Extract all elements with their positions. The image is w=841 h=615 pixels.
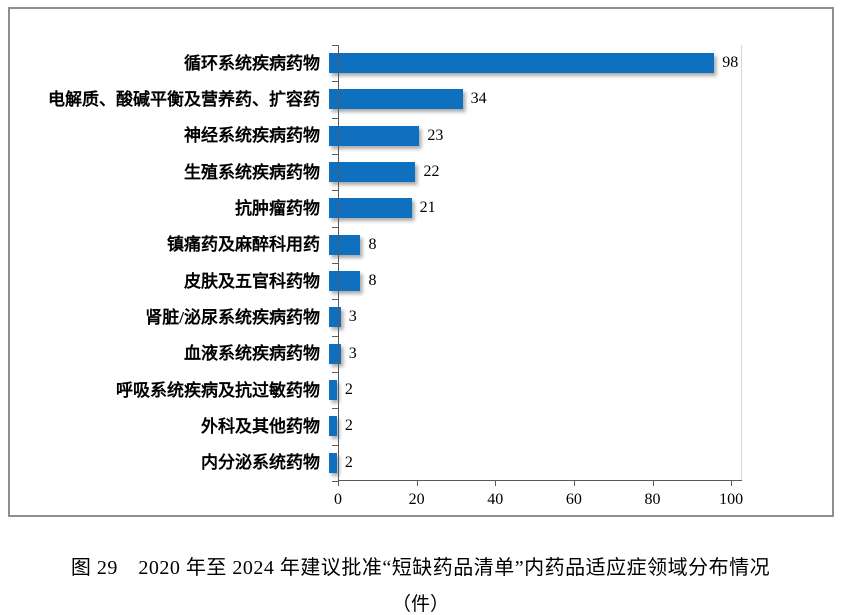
figure-caption-unit: （件） — [391, 594, 449, 615]
bar-value-label: 3 — [348, 344, 357, 362]
category-label: 循环系统疾病药物 — [184, 53, 320, 73]
category-label: 外科及其他药物 — [201, 416, 320, 436]
category-label: 内分泌系统药物 — [201, 453, 320, 473]
bar-track: 2 — [329, 445, 820, 481]
bar — [329, 125, 420, 146]
bar — [329, 307, 341, 328]
bar-value-label: 8 — [368, 272, 377, 290]
category-label: 血液系统疾病药物 — [184, 344, 320, 364]
category-label: 皮肤及五官科药物 — [184, 271, 320, 291]
bar-track: 21 — [329, 190, 820, 226]
y-axis-tick — [332, 335, 339, 337]
chart-row: 生殖系统疾病药物 22 — [10, 154, 820, 190]
bar-track: 2 — [329, 408, 820, 444]
chart-row: 肾脏/泌尿系统疾病药物 3 — [10, 299, 820, 335]
x-axis-tick-label: 20 — [408, 491, 425, 508]
chart-row: 外科及其他药物 2 — [10, 408, 820, 444]
chart-row: 呼吸系统疾病及抗过敏药物 2 — [10, 372, 820, 408]
category-label: 电解质、酸碱平衡及营养药、扩容药 — [48, 89, 320, 109]
bar-value-label: 2 — [344, 381, 353, 399]
bar-track: 8 — [329, 263, 820, 299]
category-label: 镇痛药及麻醉科用药 — [167, 235, 320, 255]
chart-frame: 循环系统疾病药物 98 电解质、酸碱平衡及营养药、扩容药 34 神经系统疾病药物 23 生殖… — [8, 7, 834, 517]
bar — [329, 53, 715, 74]
y-axis-tick — [332, 444, 339, 446]
y-axis-tick — [332, 117, 339, 119]
figure-caption: 图 29 2020 年至 2024 年建议批准“短缺药品清单”内药品适应症领域分… — [70, 557, 771, 579]
bar — [329, 343, 341, 364]
bar-track: 8 — [329, 227, 820, 263]
x-axis-line — [338, 480, 742, 481]
bar-track: 23 — [329, 118, 820, 154]
y-axis-tick — [332, 81, 339, 83]
chart-row: 血液系统疾病药物 3 — [10, 336, 820, 372]
bar — [329, 380, 337, 401]
bar-track: 3 — [329, 299, 820, 335]
y-axis-tick — [332, 299, 339, 301]
bar-value-label: 21 — [419, 199, 436, 217]
x-axis-tick-label: 60 — [565, 491, 582, 508]
category-label: 神经系统疾病药物 — [184, 126, 320, 146]
y-axis-tick — [332, 226, 339, 228]
bar — [329, 89, 463, 110]
bar-track: 2 — [329, 372, 820, 408]
bar-value-label: 2 — [344, 453, 353, 471]
x-axis-tick-label: 0 — [334, 491, 342, 508]
chart-row: 抗肿瘤药物 21 — [10, 190, 820, 226]
bar-value-label: 23 — [427, 126, 444, 144]
bar-value-label: 3 — [348, 308, 357, 326]
x-axis-tick-label: 40 — [487, 491, 504, 508]
bar — [329, 271, 361, 292]
chart-row: 皮肤及五官科药物 8 — [10, 263, 820, 299]
y-axis-tick — [332, 45, 339, 46]
bar — [329, 452, 337, 473]
category-label: 呼吸系统疾病及抗过敏药物 — [116, 380, 320, 400]
x-axis-tick — [573, 481, 575, 486]
x-axis-tick — [416, 481, 418, 486]
bar-track: 3 — [329, 336, 820, 372]
chart-row: 循环系统疾病药物 98 — [10, 45, 820, 81]
bar-value-label: 22 — [423, 163, 440, 181]
x-axis-tick — [731, 481, 733, 486]
bar — [329, 198, 412, 219]
bar-track: 98 — [329, 45, 820, 81]
bar — [329, 416, 337, 437]
chart-row: 电解质、酸碱平衡及营养药、扩容药 34 — [10, 81, 820, 117]
bar-track: 22 — [329, 154, 820, 190]
category-rows: 循环系统疾病药物 98 电解质、酸碱平衡及营养药、扩容药 34 神经系统疾病药物 23 生殖… — [10, 45, 820, 481]
category-label: 抗肿瘤药物 — [235, 198, 320, 218]
category-label: 肾脏/泌尿系统疾病药物 — [145, 307, 320, 327]
bar-value-label: 2 — [344, 417, 353, 435]
y-axis-tick — [332, 190, 339, 192]
bar — [329, 234, 361, 255]
y-axis-tick — [332, 408, 339, 410]
chart-row: 内分泌系统药物 2 — [10, 445, 820, 481]
x-axis-tick-label: 100 — [719, 491, 744, 508]
y-axis-tick — [332, 154, 339, 155]
x-axis-tick — [338, 481, 339, 486]
y-axis-tick — [332, 372, 339, 373]
y-axis-tick — [332, 263, 339, 264]
bar-value-label: 98 — [722, 54, 739, 72]
category-label: 生殖系统疾病药物 — [184, 162, 320, 182]
x-axis-tick-label: 80 — [644, 491, 661, 508]
y-axis-tick — [332, 481, 339, 482]
bar-track: 34 — [329, 81, 820, 117]
chart-row: 神经系统疾病药物 23 — [10, 118, 820, 154]
bar-value-label: 8 — [368, 235, 377, 253]
plot-right-border — [741, 45, 742, 481]
x-axis-tick — [652, 481, 654, 486]
bar-value-label: 34 — [470, 90, 487, 108]
x-axis-tick — [495, 481, 497, 486]
chart-row: 镇痛药及麻醉科用药 8 — [10, 227, 820, 263]
bar — [329, 162, 416, 183]
